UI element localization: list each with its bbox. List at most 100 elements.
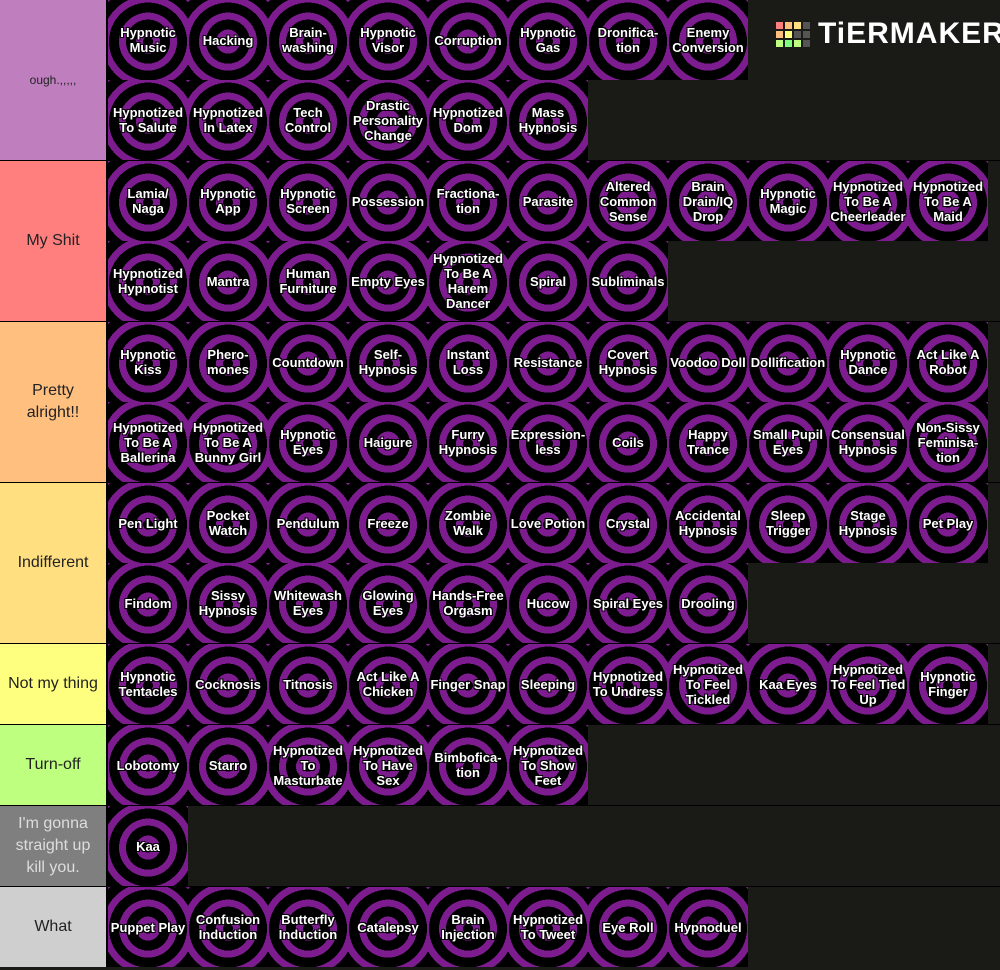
tier-item: Hypnotized In Latex	[188, 80, 268, 160]
tier-item: Hypnotized To Be A Cheerleader	[828, 161, 908, 241]
tier-label: Turn-off	[0, 725, 108, 805]
tier-items: Lamia/ Naga Hypnotic App Hypnotic Screen Po…	[108, 161, 988, 321]
tier-item: Kaa Eyes	[748, 644, 828, 724]
tier-item: Subliminals	[588, 241, 668, 321]
tier-item: Eye Roll	[588, 887, 668, 967]
tier-item: Act Like A Chicken	[348, 644, 428, 724]
tier-items: Puppet Play Confusion Induction Butterfly …	[108, 887, 988, 967]
tier-item: Expression-less	[508, 402, 588, 482]
tier-item: Hands-Free Orgasm	[428, 563, 508, 643]
tier-item: Crystal	[588, 483, 668, 563]
tier-item: Drooling	[668, 563, 748, 643]
tier-item: Brain-washing	[268, 0, 348, 80]
tier-item: Hypnotic Kiss	[108, 322, 188, 402]
tier-item: Hypnotized To Show Feet	[508, 725, 588, 805]
tier-item: Dronifica-tion	[588, 0, 668, 80]
tier-item: Hypnotized Hypnotist	[108, 241, 188, 321]
tier-item: Countdown	[268, 322, 348, 402]
tier-item: Hypnotized To Be A Ballerina	[108, 402, 188, 482]
tier-label: Not my thing	[0, 644, 108, 724]
tier-item: Pet Play	[908, 483, 988, 563]
tier-item: Coils	[588, 402, 668, 482]
tier-item: Covert Hypnosis	[588, 322, 668, 402]
tier-item: Whitewash Eyes	[268, 563, 348, 643]
tier-item: Bimbofica-tion	[428, 725, 508, 805]
tier-item: Hypnotic Tentacles	[108, 644, 188, 724]
tier-item: Self-Hypnosis	[348, 322, 428, 402]
tier-item: Hypnotic Dance	[828, 322, 908, 402]
tier-item: Spiral Eyes	[588, 563, 668, 643]
tier-item: Catalepsy	[348, 887, 428, 967]
tier-item: Furry Hypnosis	[428, 402, 508, 482]
tier-item: Hacking	[188, 0, 268, 80]
tier-label: I'm gonna straight up kill you.	[0, 806, 108, 886]
tier-label: Indifferent	[0, 483, 108, 643]
tier-label: ough.,,,,,	[0, 0, 108, 160]
tier-item: Hypnotized To Be A Harem Dancer	[428, 241, 508, 321]
tier-item: Hypnotized Dom	[428, 80, 508, 160]
tier-item: Hypnotic Eyes	[268, 402, 348, 482]
tier-item: Hypnotized To Feel Tied Up	[828, 644, 908, 724]
tier-item: Hypnotized To Feel Tickled	[668, 644, 748, 724]
tier-item: Empty Eyes	[348, 241, 428, 321]
tier-item: Stage Hypnosis	[828, 483, 908, 563]
tier-item: Voodoo Doll	[668, 322, 748, 402]
tier-item: Sleeping	[508, 644, 588, 724]
tier-item: Accidental Hypnosis	[668, 483, 748, 563]
tier-item: Spiral	[508, 241, 588, 321]
tier-item: Happy Trance	[668, 402, 748, 482]
tier-item: Kaa	[108, 806, 188, 886]
tier-row: What Puppet Play Confusion Induction Butter…	[0, 887, 1000, 967]
tier-item: Freeze	[348, 483, 428, 563]
tier-item: Hypnotized To Be A Maid	[908, 161, 988, 241]
tier-item: Enemy Conversion	[668, 0, 748, 80]
tier-item: Haigure	[348, 402, 428, 482]
tier-row: Indifferent Pen Light Pocket Watch Pendulum…	[0, 483, 1000, 644]
tier-item: Hypnotized To Salute	[108, 80, 188, 160]
tier-item: Hypnotized To Masturbate	[268, 725, 348, 805]
tier-item: Sleep Trigger	[748, 483, 828, 563]
tier-item: Possession	[348, 161, 428, 241]
tier-item: Drastic Personality Change	[348, 80, 428, 160]
tier-item: Hypnotic Visor	[348, 0, 428, 80]
tier-item: Dollification	[748, 322, 828, 402]
tier-item: Resistance	[508, 322, 588, 402]
tier-item: Glowing Eyes	[348, 563, 428, 643]
tier-label: Pretty alright!!	[0, 322, 108, 482]
tier-item: Hypnotic Gas	[508, 0, 588, 80]
tier-item: Altered Common Sense	[588, 161, 668, 241]
tier-item: Love Potion	[508, 483, 588, 563]
tier-item: Pen Light	[108, 483, 188, 563]
tier-item: Titnosis	[268, 644, 348, 724]
tier-item: Finger Snap	[428, 644, 508, 724]
tier-row: ough.,,,,, Hypnotic Music Hacking Brain-was…	[0, 0, 1000, 161]
tier-item: Hypnotic Finger	[908, 644, 988, 724]
tier-item: Phero-mones	[188, 322, 268, 402]
tier-item: Act Like A Robot	[908, 322, 988, 402]
tier-item: Pendulum	[268, 483, 348, 563]
tier-item: Mass Hypnosis	[508, 80, 588, 160]
tier-item: Hypnotized To Undress	[588, 644, 668, 724]
tier-item: Mantra	[188, 241, 268, 321]
tier-item: Fractiona-tion	[428, 161, 508, 241]
tier-item: Starro	[188, 725, 268, 805]
tier-items: Hypnotic Kiss Phero-mones Countdown Self-Hy…	[108, 322, 988, 482]
tier-item: Findom	[108, 563, 188, 643]
tier-item: Hypnotic Music	[108, 0, 188, 80]
tier-row: My Shit Lamia/ Naga Hypnotic App Hypnotic S…	[0, 161, 1000, 322]
tier-label: My Shit	[0, 161, 108, 321]
tier-row: Pretty alright!! Hypnotic Kiss Phero-mones…	[0, 322, 1000, 483]
tier-item: Hypnotic Magic	[748, 161, 828, 241]
tier-item: Zombie Walk	[428, 483, 508, 563]
tier-items: Kaa	[108, 806, 988, 886]
logo-text: TiERMAKER	[818, 17, 1000, 50]
tier-item: Pocket Watch	[188, 483, 268, 563]
tier-item: Parasite	[508, 161, 588, 241]
tier-item: Butterfly Induction	[268, 887, 348, 967]
tier-item: Cocknosis	[188, 644, 268, 724]
tier-item: Brain Injection	[428, 887, 508, 967]
tier-label: What	[0, 887, 108, 967]
tier-items: Hypnotic Music Hacking Brain-washing Hypnot…	[108, 0, 988, 160]
